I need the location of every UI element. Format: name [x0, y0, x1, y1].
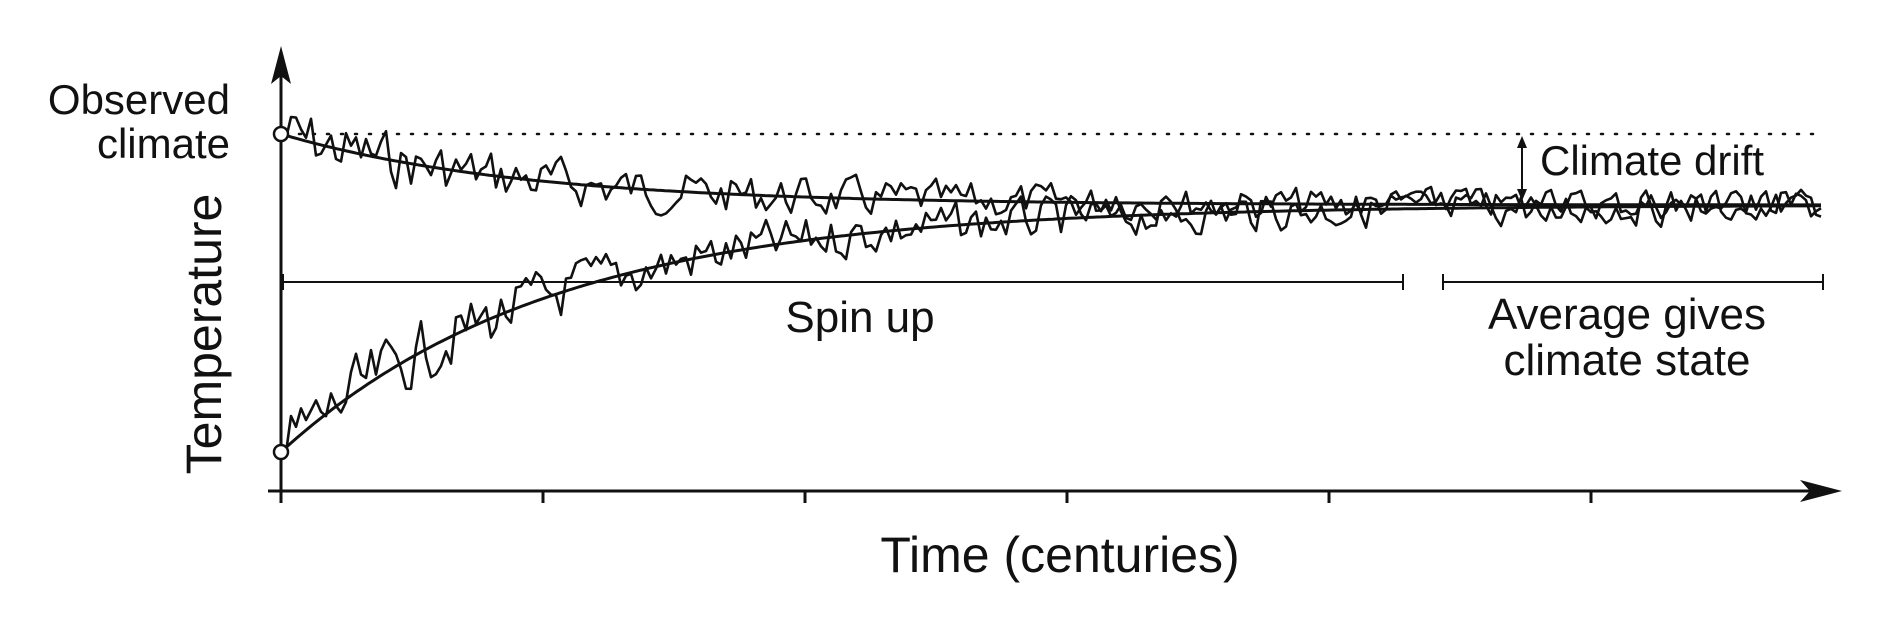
y-axis-label: Temperature [176, 193, 232, 475]
average-label-line1: Average gives [1487, 289, 1767, 339]
lower-model-run [279, 187, 1822, 461]
cold-start-marker [272, 443, 290, 461]
x-axis-label: Time (centuries) [880, 527, 1240, 583]
climate-drift-arrow [1517, 136, 1527, 201]
observed-label-line1: Observed [47, 76, 230, 123]
spin-up-bracket [282, 274, 1404, 290]
average-label-line2: climate state [1503, 336, 1751, 385]
climate-drift-label: Climate drift [1540, 137, 1765, 184]
y-axis-arrowhead [271, 46, 291, 84]
spin-up-label: Spin up [785, 293, 935, 342]
lower-trend-curve [279, 204, 1821, 454]
x-axis-ticks [279, 491, 1593, 503]
upper-model-run [280, 115, 1822, 222]
average-climate-state-label: Average gives climate state [1487, 289, 1767, 385]
x-axis-arrowhead [1800, 480, 1842, 502]
observed-climate-label: Observed climate [47, 76, 230, 168]
observed-label-line2: climate [96, 120, 230, 168]
average-bracket [1442, 274, 1824, 290]
observed-start-marker [272, 125, 290, 143]
